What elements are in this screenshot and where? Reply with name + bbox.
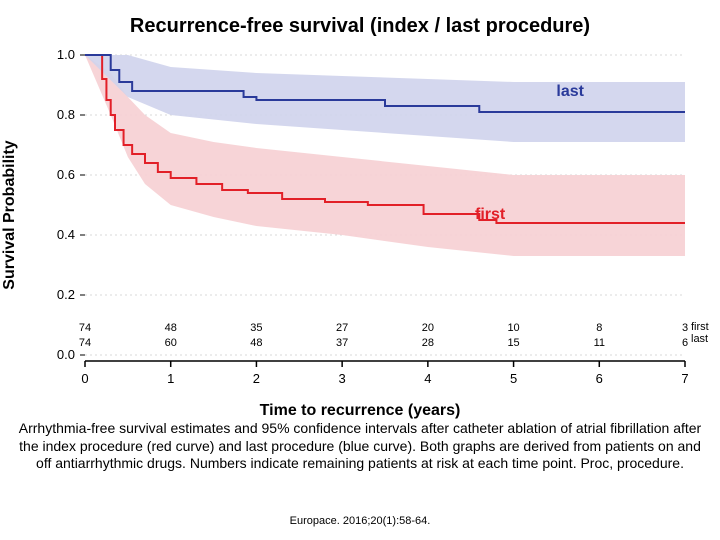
svg-text:0.8: 0.8 [57, 107, 75, 122]
svg-text:15: 15 [507, 337, 519, 349]
plot-area: 0.00.20.40.60.81.07474486035482737202810… [85, 55, 685, 355]
svg-text:6: 6 [682, 337, 688, 349]
svg-text:0: 0 [81, 371, 88, 386]
svg-text:5: 5 [510, 371, 517, 386]
figure-caption: Arrhythmia-free survival estimates and 9… [0, 420, 720, 473]
svg-text:6: 6 [596, 371, 603, 386]
x-axis-label: Time to recurrence (years) [20, 402, 700, 420]
svg-text:1: 1 [167, 371, 174, 386]
y-axis-label: Survival Probability [1, 140, 19, 289]
series-label-last: last [556, 83, 584, 101]
svg-text:60: 60 [165, 337, 177, 349]
svg-text:3: 3 [339, 371, 346, 386]
svg-text:3: 3 [682, 322, 688, 334]
series-label-first: first [475, 206, 505, 224]
survival-chart: Recurrence-free survival (index / last p… [20, 15, 700, 415]
citation: Europace. 2016;20(1):58-64. [0, 515, 720, 527]
plot-svg: 0.00.20.40.60.81.07474486035482737202810… [85, 55, 686, 400]
svg-text:11: 11 [594, 337, 605, 349]
svg-text:4: 4 [424, 371, 431, 386]
svg-text:2: 2 [253, 371, 260, 386]
svg-text:74: 74 [79, 322, 91, 334]
svg-text:35: 35 [250, 322, 262, 334]
svg-text:0.2: 0.2 [57, 287, 75, 302]
svg-text:27: 27 [336, 322, 348, 334]
svg-text:20: 20 [422, 322, 434, 334]
svg-text:0.0: 0.0 [57, 347, 75, 362]
svg-text:37: 37 [336, 337, 348, 349]
svg-text:0.4: 0.4 [57, 227, 75, 242]
svg-text:7: 7 [681, 371, 688, 386]
chart-title: Recurrence-free survival (index / last p… [20, 15, 700, 38]
svg-text:48: 48 [165, 322, 177, 334]
svg-text:28: 28 [422, 337, 434, 349]
svg-text:10: 10 [507, 322, 519, 334]
svg-text:0.6: 0.6 [57, 167, 75, 182]
svg-text:8: 8 [596, 322, 602, 334]
svg-text:48: 48 [250, 337, 262, 349]
at-risk-row-labels: firstlast [691, 321, 709, 345]
svg-text:1.0: 1.0 [57, 47, 75, 62]
svg-text:74: 74 [79, 337, 91, 349]
